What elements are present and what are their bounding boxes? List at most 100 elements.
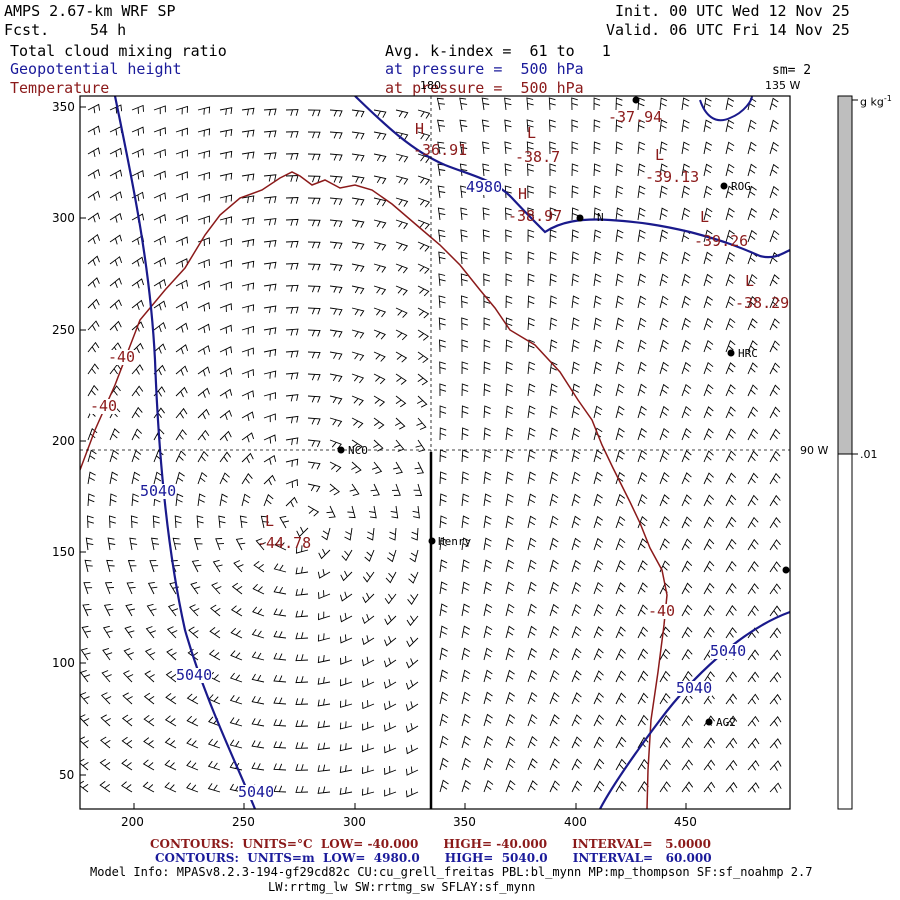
footer-model-info-2: LW:rrtmg_lw SW:rrtmg_sw SFLAY:sf_mynn — [268, 880, 536, 894]
wind-barb — [747, 782, 760, 793]
wind-barb — [703, 671, 715, 683]
wind-barb — [164, 782, 177, 793]
wind-barb — [174, 515, 182, 529]
wind-barb — [417, 131, 431, 141]
wind-barb — [659, 251, 669, 265]
wind-barb — [681, 494, 692, 507]
wind-barb — [124, 625, 135, 639]
wind-barb — [241, 217, 255, 226]
wind-barb — [725, 472, 737, 485]
wind-barb — [769, 318, 780, 331]
wind-barb — [153, 235, 167, 246]
wind-barb — [406, 636, 419, 648]
wind-barb — [593, 119, 601, 133]
wind-barb — [527, 317, 535, 331]
wind-barb — [344, 527, 353, 541]
wind-barb — [307, 241, 321, 249]
wind-barb — [747, 141, 757, 155]
wind-barb — [615, 515, 626, 529]
wind-barb — [175, 429, 187, 441]
wind-barb — [769, 340, 780, 353]
wind-barb — [175, 450, 187, 463]
wind-barb — [351, 417, 364, 429]
wind-barb — [703, 450, 714, 463]
extremum-value: -39.26 — [694, 232, 749, 250]
wind-barb — [747, 627, 759, 639]
wind-barb — [747, 163, 757, 177]
wind-barb — [131, 385, 144, 397]
wind-barb — [405, 766, 419, 776]
wind-barb — [461, 515, 470, 529]
wind-barb — [121, 781, 133, 793]
wind-barb — [461, 493, 470, 507]
wind-barb — [747, 494, 759, 507]
wind-barb — [461, 581, 470, 595]
wind-barb — [505, 559, 515, 573]
wind-barb — [219, 172, 233, 181]
wind-barb — [505, 207, 512, 221]
wind-barb — [527, 780, 538, 793]
wind-barb — [329, 109, 343, 117]
wind-barb — [153, 278, 167, 289]
wind-barb — [549, 493, 559, 507]
wind-barb — [593, 648, 604, 661]
wind-barb — [439, 625, 448, 639]
wind-barb — [175, 149, 188, 159]
wind-barb — [505, 780, 516, 793]
x-tick: 450 — [674, 815, 697, 829]
plot-frame — [79, 95, 791, 810]
wind-barb — [571, 515, 581, 529]
wind-barb — [637, 207, 646, 221]
wind-barb — [351, 241, 365, 250]
wind-barb — [549, 229, 557, 243]
wind-barb — [505, 537, 515, 551]
wind-barb — [725, 295, 736, 309]
wind-barb — [329, 175, 343, 183]
wind-barb — [549, 692, 560, 705]
wind-barb — [80, 647, 91, 661]
wind-barb — [615, 97, 623, 111]
wind-barb — [615, 317, 625, 331]
x-tick: 200 — [121, 815, 144, 829]
wind-barb — [387, 549, 397, 563]
wind-barb — [361, 787, 375, 796]
wind-barb — [505, 317, 513, 331]
wind-barb — [703, 759, 716, 771]
wind-barb — [285, 240, 299, 248]
wind-barb — [373, 373, 386, 385]
wind-barb — [681, 648, 693, 661]
wind-barb — [637, 493, 648, 507]
wind-barb — [681, 141, 690, 155]
wind-barb — [362, 700, 375, 710]
wind-barb — [351, 153, 365, 162]
wind-barb — [295, 720, 309, 727]
wind-barb — [285, 458, 299, 467]
wind-barb — [241, 473, 253, 485]
wind-barb — [109, 277, 122, 288]
wind-barb — [681, 604, 693, 617]
wind-barb — [251, 629, 265, 639]
wind-barb — [571, 493, 581, 507]
wind-barb — [307, 483, 321, 493]
wind-barb — [615, 295, 624, 309]
wind-barb — [121, 714, 133, 727]
wind-barb — [459, 141, 468, 155]
wind-barb — [483, 405, 491, 419]
wind-barb — [483, 647, 493, 661]
wind-barb — [209, 627, 221, 639]
wind-barb — [483, 339, 491, 353]
wind-barb — [197, 302, 211, 312]
wind-barb — [80, 736, 89, 749]
station-henry-label: Henry — [438, 535, 472, 548]
wind-barb — [317, 698, 331, 707]
wind-barb — [747, 273, 758, 287]
field-temperature: Temperature — [10, 79, 110, 97]
wind-barb — [725, 141, 735, 155]
wind-barb — [549, 449, 559, 463]
wind-barb — [681, 163, 690, 177]
wind-barb — [615, 758, 627, 771]
wind-barb — [593, 493, 603, 507]
wind-barb — [175, 127, 188, 137]
wind-barb — [527, 669, 538, 683]
wind-barb — [483, 515, 492, 529]
